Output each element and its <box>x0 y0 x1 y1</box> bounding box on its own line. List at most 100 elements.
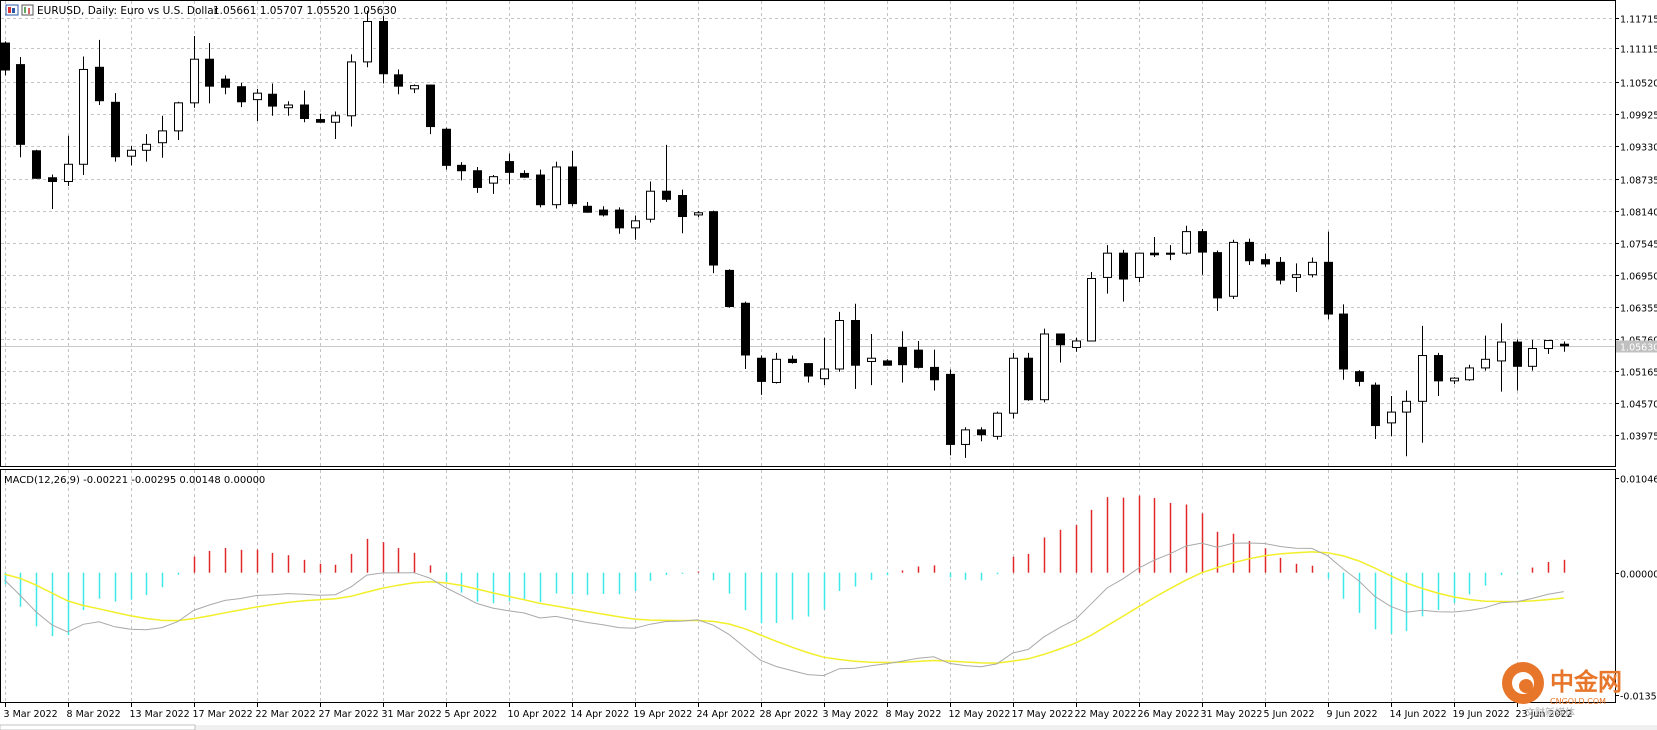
bull-candle-body <box>1308 261 1317 276</box>
bear-candle-body <box>95 66 104 102</box>
bull-candle-body <box>363 21 372 63</box>
chart-window-icon[interactable] <box>5 4 19 16</box>
candlesticks <box>1 10 1569 458</box>
candle <box>1198 228 1207 275</box>
candle <box>1434 352 1443 396</box>
bear-candle-body <box>741 302 750 356</box>
macd-axis: 0.01046 0.00000 -0.01351 <box>1615 475 1657 703</box>
bull-candle-body <box>410 85 419 90</box>
bull-candle-body <box>1418 355 1427 402</box>
candle <box>1072 337 1081 352</box>
candle <box>379 16 388 84</box>
date-tick-label: 12 May 2022 <box>949 709 1011 720</box>
bear-candle-body <box>568 166 577 205</box>
bear-candle-body <box>1213 252 1222 299</box>
macd-signal-line <box>4 551 1564 664</box>
bull-candle-body <box>631 220 640 229</box>
candle <box>1339 304 1348 380</box>
candle <box>505 153 514 185</box>
date-tick-label: 3 May 2022 <box>823 709 879 720</box>
price-tick-label: 1.06355 <box>1620 304 1657 315</box>
bull-candle-body <box>646 190 655 220</box>
bull-candle-body <box>127 149 136 157</box>
candle <box>1544 339 1553 354</box>
candle <box>599 206 608 217</box>
price-tick-label: 1.06950 <box>1620 272 1657 283</box>
bear-candle-body <box>1371 384 1380 427</box>
bull-candle-body <box>331 115 340 123</box>
candle <box>709 210 718 274</box>
date-tick-label: 8 Mar 2022 <box>67 709 121 720</box>
bear-candle-body <box>1198 231 1207 253</box>
bull-candle-body <box>772 358 781 383</box>
bull-candle-body <box>1040 333 1049 401</box>
candle <box>1324 231 1333 320</box>
candle <box>804 363 813 383</box>
bear-candle-body <box>946 373 955 445</box>
bear-candle-body <box>678 195 687 218</box>
candle <box>1418 325 1427 443</box>
bull-candle-body <box>1182 231 1191 254</box>
date-tick-label: 22 May 2022 <box>1075 709 1137 720</box>
date-tick-label: 19 Jun 2022 <box>1453 709 1510 720</box>
candle <box>772 352 781 384</box>
candle <box>1182 225 1191 255</box>
bear-candle-body <box>1056 333 1065 346</box>
bear-candle-body <box>536 174 545 206</box>
date-tick-label: 26 May 2022 <box>1138 709 1200 720</box>
date-tick-label: 31 Mar 2022 <box>382 709 442 720</box>
bull-candle-body <box>694 212 703 216</box>
candle <box>1528 339 1537 371</box>
bull-candle-body <box>1402 400 1411 413</box>
candle <box>1135 252 1144 283</box>
date-tick-label: 17 Mar 2022 <box>193 709 253 720</box>
bear-candle-body <box>1324 261 1333 315</box>
candle <box>993 411 1002 440</box>
candle <box>174 101 183 141</box>
chart-frame <box>0 0 1616 703</box>
candle <box>583 201 592 213</box>
candle <box>1103 245 1112 294</box>
bull-candle-body <box>835 320 844 370</box>
bear-candle-body <box>316 119 325 123</box>
bear-candle-body <box>237 86 246 103</box>
date-tick-label: 14 Jun 2022 <box>1390 709 1447 720</box>
date-tick-label: 14 Apr 2022 <box>571 709 630 720</box>
candle <box>111 93 120 162</box>
candle <box>568 150 577 207</box>
candle <box>883 359 892 366</box>
horizontal-scrollbar[interactable] <box>0 724 1657 730</box>
date-tick-label: 10 Apr 2022 <box>508 709 567 720</box>
candle <box>1213 250 1222 311</box>
bear-candle-body <box>520 172 529 178</box>
candle <box>1450 377 1459 385</box>
candle <box>331 111 340 139</box>
bear-candle-body <box>898 346 907 366</box>
bar-chart-icon[interactable] <box>21 4 34 16</box>
bear-candle-body <box>268 93 277 107</box>
candle <box>426 84 435 135</box>
bull-candle-body <box>174 102 183 132</box>
candle <box>1465 364 1474 381</box>
bull-candle-body <box>253 92 262 101</box>
bear-candle-body <box>1166 252 1175 255</box>
candle <box>1166 245 1175 261</box>
candle <box>363 10 372 68</box>
candle <box>237 82 246 108</box>
bear-candle-body <box>48 177 57 183</box>
candle <box>898 331 907 383</box>
date-tick-label: 5 Jun 2022 <box>1264 709 1315 720</box>
bull-candle-body <box>1009 357 1018 414</box>
candle <box>300 90 309 123</box>
candle <box>1497 323 1506 392</box>
candle <box>1229 239 1238 299</box>
bear-candle-body <box>757 357 766 382</box>
date-tick-label: 28 Apr 2022 <box>760 709 819 720</box>
candle <box>48 174 57 209</box>
date-tick-label: 9 Jun 2022 <box>1327 709 1378 720</box>
symbol-title: EURUSD, Daily: Euro vs U.S. Dollar <box>37 5 219 17</box>
candle <box>64 135 73 186</box>
candle <box>1119 249 1128 302</box>
date-tick-label: 13 Mar 2022 <box>130 709 190 720</box>
